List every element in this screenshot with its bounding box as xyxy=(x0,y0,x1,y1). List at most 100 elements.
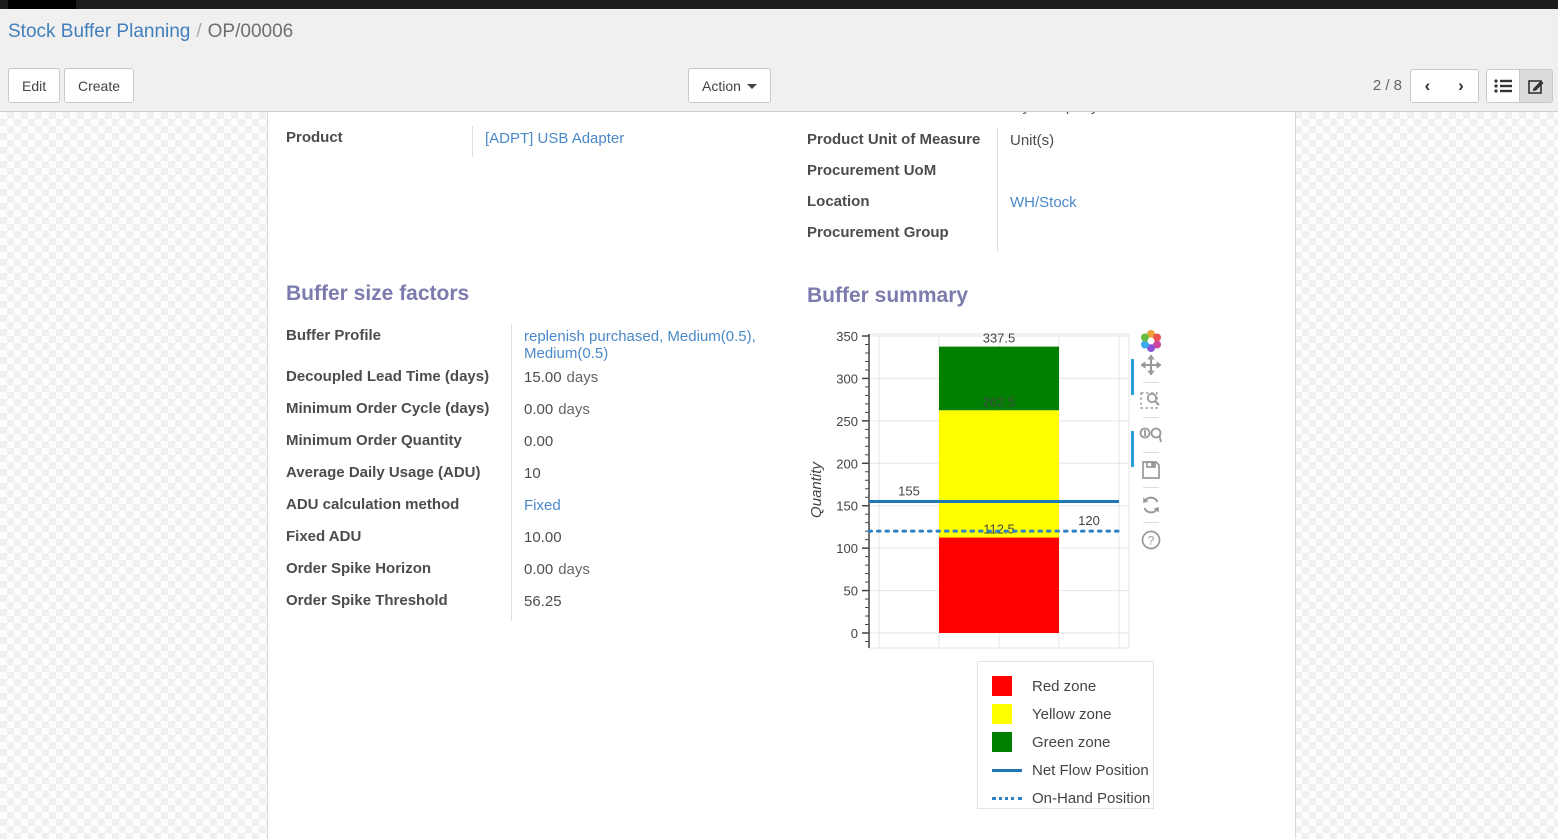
red-zone-bar xyxy=(939,537,1059,633)
buffer-factor-value: 0.00 xyxy=(524,433,554,450)
procurement-field-row: Location WH/Stock xyxy=(807,190,1277,221)
procurement-field-row: Product Unit of Measure Unit(s) xyxy=(807,128,1277,159)
buffer-factor-row: Fixed ADU 10.00 xyxy=(286,525,776,557)
procurement-field-value: Unit(s) xyxy=(1010,132,1055,149)
buffer-factors-group: Buffer Profile replenish purchased, Mediu… xyxy=(286,324,776,621)
product-field-group: Product [ADPT] USB Adapter xyxy=(286,126,761,157)
buffer-factor-unit: days xyxy=(558,401,590,418)
buffer-factor-value: 0.00 days xyxy=(524,561,590,578)
control-panel: Stock Buffer Planning / OP/00006 Edit Crea… xyxy=(0,9,1558,112)
breadcrumb: Stock Buffer Planning / OP/00006 xyxy=(8,21,293,43)
buffer-factor-value[interactable]: replenish purchased, Medium(0.5), Medium… xyxy=(524,328,756,362)
y-axis-title: Quantity xyxy=(808,461,825,518)
buffer-factor-row: Decoupled Lead Time (days) 15.00 days xyxy=(286,365,776,397)
legend-item[interactable]: Yellow zone xyxy=(992,700,1153,728)
y-tick-label: 0 xyxy=(851,626,858,641)
buffer-factor-row: Buffer Profile replenish purchased, Mediu… xyxy=(286,324,776,365)
top-menu-bar xyxy=(0,0,1558,9)
procurement-field-value[interactable]: WH/Stock xyxy=(1010,194,1077,211)
legend-item[interactable]: Green zone xyxy=(992,728,1153,756)
procurement-field-value xyxy=(998,221,1268,228)
y-tick-label: 250 xyxy=(836,414,858,429)
legend-item[interactable]: On-Hand Position xyxy=(992,784,1153,812)
buffer-factor-value: 10.00 xyxy=(524,529,562,546)
procurement-field-label: Location xyxy=(807,190,998,221)
buffer-factor-value: 0.00 days xyxy=(524,401,590,418)
modebar-active-indicator xyxy=(1131,431,1134,467)
line-value-label: 120 xyxy=(1078,513,1100,528)
buffer-factor-value[interactable]: Fixed xyxy=(524,497,561,514)
zone-boundary-label: 337.5 xyxy=(983,331,1016,346)
product-field-row: Product [ADPT] USB Adapter xyxy=(286,126,761,157)
legend-item[interactable]: Net Flow Position xyxy=(992,756,1153,784)
buffer-factor-label: Order Spike Threshold xyxy=(286,589,512,621)
y-tick-label: 50 xyxy=(844,584,858,599)
buffer-factor-row: ADU calculation method Fixed xyxy=(286,493,776,525)
zoom-box-icon[interactable] xyxy=(1138,388,1164,412)
plotly-logo-icon[interactable] xyxy=(1138,329,1164,353)
legend-swatch-square xyxy=(992,676,1022,696)
yellow-zone-bar xyxy=(939,410,1059,538)
buffer-factors-title: Buffer size factors xyxy=(286,282,470,305)
buffer-factor-row: Order Spike Horizon 0.00 days xyxy=(286,557,776,589)
edit-button[interactable]: Edit xyxy=(8,68,61,103)
chart-modebar: ? xyxy=(1131,329,1165,552)
chart-legend[interactable]: Red zone Yellow zone Green zone Net Flow Po… xyxy=(977,661,1154,809)
compare-hover-icon[interactable] xyxy=(1138,423,1164,447)
buffer-factor-label: Average Daily Usage (ADU) xyxy=(286,461,512,493)
legend-label: On-Hand Position xyxy=(1032,789,1151,807)
pager-next-button[interactable]: › xyxy=(1444,69,1479,103)
buffer-summary-title: Buffer summary xyxy=(807,284,969,307)
action-dropdown-button[interactable]: Action xyxy=(688,68,771,103)
buffer-factor-row: Average Daily Usage (ADU) 10 xyxy=(286,461,776,493)
breadcrumb-current: OP/00006 xyxy=(207,21,294,42)
y-tick-label: 150 xyxy=(836,499,858,514)
legend-swatch-dotted xyxy=(992,796,1022,800)
buffer-factor-label: Fixed ADU xyxy=(286,525,512,557)
y-tick-label: 100 xyxy=(836,541,858,556)
breadcrumb-parent-link[interactable]: Stock Buffer Planning xyxy=(8,21,191,42)
reset-axes-icon[interactable] xyxy=(1138,493,1164,517)
product-field-value[interactable]: [ADPT] USB Adapter xyxy=(485,130,625,147)
modebar-divider xyxy=(1143,382,1159,383)
buffer-factor-value: 10 xyxy=(524,465,541,482)
legend-swatch-square xyxy=(992,732,1022,752)
svg-text:?: ? xyxy=(1148,534,1155,548)
list-view-button[interactable] xyxy=(1486,69,1520,103)
y-tick-label: 200 xyxy=(836,456,858,471)
green-zone-bar xyxy=(939,346,1059,411)
buffer-factor-value: 56.25 xyxy=(524,593,562,610)
buffer-factor-label: Buffer Profile xyxy=(286,324,512,365)
pager-counter: 2 / 8 xyxy=(1372,77,1402,94)
zone-boundary-label: 112.5 xyxy=(983,522,1015,537)
pager-previous-button[interactable]: ‹ xyxy=(1410,69,1445,103)
procurement-field-label: Procurement UoM xyxy=(807,159,998,190)
procurement-field-row: Procurement Group xyxy=(807,221,1277,252)
buffer-factor-label: ADU calculation method xyxy=(286,493,512,525)
breadcrumb-separator: / xyxy=(196,21,202,42)
legend-label: Yellow zone xyxy=(1032,705,1112,723)
buffer-summary-chart[interactable]: 0 50 100 150 200 250 300 350 112.5 262.5 337.5 155 1… xyxy=(799,320,1159,665)
procurement-field-label: Procurement Group xyxy=(807,221,998,252)
buffer-factor-row: Order Spike Threshold 56.25 xyxy=(286,589,776,621)
buffer-factor-unit: days xyxy=(566,369,599,386)
legend-label: Green zone xyxy=(1032,733,1111,751)
save-icon[interactable] xyxy=(1138,458,1164,482)
legend-item[interactable]: Red zone xyxy=(992,672,1153,700)
pan-icon[interactable] xyxy=(1138,353,1164,377)
clipped-company-value: My Company xyxy=(1010,112,1210,117)
legend-label: Net Flow Position xyxy=(1032,761,1149,779)
procurement-field-label: Product Unit of Measure xyxy=(807,128,998,159)
modebar-divider xyxy=(1143,417,1159,418)
create-button[interactable]: Create xyxy=(64,68,135,103)
zone-boundary-label: 262.5 xyxy=(983,394,1016,409)
form-view-button[interactable] xyxy=(1519,69,1553,103)
list-icon xyxy=(1494,79,1512,93)
form-sheet: My Company Product [ADPT] USB Adapter Pro… xyxy=(267,112,1296,839)
buffer-factor-label: Order Spike Horizon xyxy=(286,557,512,589)
procurement-field-row: Procurement UoM xyxy=(807,159,1277,190)
caret-down-icon xyxy=(746,84,757,90)
help-icon[interactable]: ? xyxy=(1138,528,1164,552)
product-field-label: Product xyxy=(286,126,473,157)
